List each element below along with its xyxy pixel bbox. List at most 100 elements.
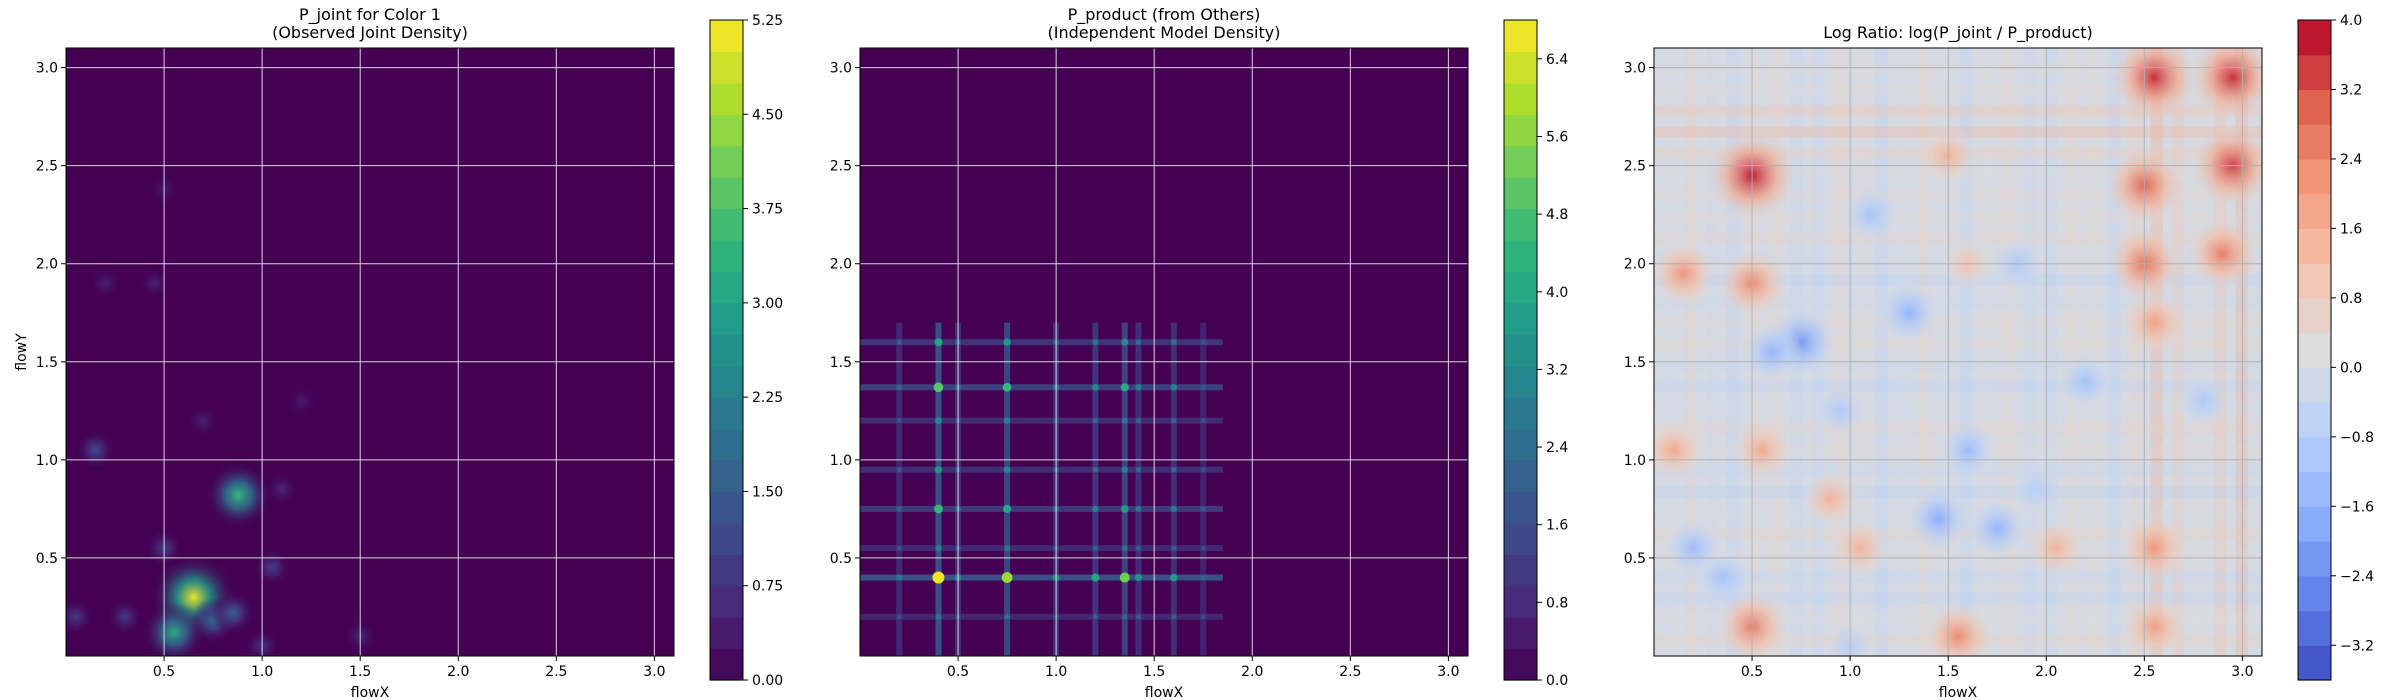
x-tick-label: 1.0 (1839, 664, 1861, 680)
density-peak (1134, 573, 1143, 582)
colorbar-level (710, 554, 743, 587)
colorbar-tick-label: 0.0 (1546, 673, 1568, 689)
colorbar-level (710, 240, 743, 273)
y-tick-label: 2.0 (36, 257, 58, 273)
y-tick-label: 0.5 (1624, 551, 1646, 567)
colorbar-tick-label: 4.50 (752, 107, 783, 123)
colorbar-level (2298, 332, 2331, 368)
density-peak (932, 571, 945, 584)
density-blob (139, 268, 170, 299)
colorbar-level (1504, 82, 1537, 115)
colorbar-level (1504, 648, 1537, 681)
x-tick-label: 0.5 (1741, 664, 1763, 680)
ratio-hotspot (1813, 383, 1868, 438)
density-peak (896, 418, 902, 423)
density-peak (935, 417, 942, 425)
density-peak (1201, 614, 1206, 619)
x-tick-label: 3.0 (643, 664, 665, 680)
chart-title: P_joint for Color 1 (299, 5, 441, 25)
colorbar-level (2298, 575, 2331, 612)
density-peak (1135, 418, 1142, 424)
colorbar-level (1504, 51, 1537, 84)
ratio-hotspot (2118, 512, 2190, 584)
density-peak (1170, 384, 1178, 391)
density-peak (1170, 339, 1177, 346)
colorbar-level (2298, 471, 2331, 507)
y-tick-label: 1.0 (830, 453, 852, 469)
density-blob (286, 386, 316, 416)
y-axis-label: flowY (14, 333, 30, 371)
ratio-hotspot (2176, 374, 2231, 429)
density-blob (66, 599, 94, 635)
x-tick-label: 2.5 (1339, 664, 1361, 680)
density-peak (1135, 505, 1142, 512)
colorbar-tick-label: 1.6 (1546, 518, 1568, 534)
colorbar-level (1504, 554, 1537, 587)
colorbar-level (710, 428, 743, 461)
density-blob (266, 473, 298, 505)
density-peak (1121, 466, 1128, 473)
colorbar-tick-label: 1.6 (2340, 221, 2362, 237)
density-blob (253, 549, 290, 586)
colorbar-level (2298, 645, 2331, 681)
heatmap-area (66, 48, 674, 656)
ratio-hotspot (1799, 467, 1862, 531)
density-peak (1003, 417, 1011, 424)
colorbar-level (1504, 365, 1537, 398)
chart-subtitle: (Independent Model Density) (1048, 23, 1281, 42)
density-band-vertical (1135, 322, 1142, 656)
y-tick-label: 1.0 (1624, 453, 1646, 469)
chart-title: P_product (from Others) (1068, 5, 1261, 25)
density-band-vertical (896, 322, 903, 656)
axes: 0.5 1.0 1.5 2.0 2.5 3.0 0.5 1.0 1.5 2.0 2.5 3.0 (1624, 61, 2254, 680)
density-peak (1003, 504, 1012, 513)
colorbar-tick-label: 0.75 (752, 579, 783, 595)
colorbar-level (1504, 302, 1537, 335)
colorbar-level (1504, 240, 1537, 273)
density-peak (1200, 384, 1206, 390)
density-peak (1004, 613, 1010, 620)
density-peak (1122, 614, 1128, 620)
colorbar-tick-label: 0.8 (1546, 595, 1568, 611)
colorbar-tick-label: 4.0 (2340, 13, 2362, 29)
ratio-hotspot (1938, 420, 1998, 480)
colorbar-tick-label: −1.6 (2340, 499, 2374, 515)
density-blob (90, 268, 121, 299)
density-band-vertical (1200, 322, 1207, 656)
colorbar-level (2298, 228, 2331, 264)
x-tick-label: 3.0 (2231, 664, 2253, 680)
y-tick-label: 2.5 (1624, 159, 1646, 175)
colorbar-tick-label: 2.4 (2340, 152, 2362, 168)
ratio-stripe-horizontal (1654, 549, 2262, 562)
panel-joint-density: 0.5 1.0 1.5 2.0 2.5 3.0 0.5 1.0 1.5 2.0 2.5 3.0 P_j… (14, 5, 783, 700)
density-peak (1171, 418, 1177, 424)
x-axis-label: flowX (1145, 685, 1184, 700)
density-peak (1003, 466, 1011, 474)
x-tick-label: 2.5 (545, 664, 567, 680)
colorbar-level (710, 334, 743, 367)
density-peak (1200, 467, 1206, 472)
density-blob (188, 405, 219, 436)
colorbar-level (710, 491, 743, 524)
colorbar-tick-label: 2.25 (752, 390, 783, 406)
y-tick-label: 1.5 (1624, 355, 1646, 371)
ratio-hotspot (1966, 497, 2029, 560)
colorbar-level (1504, 585, 1537, 618)
grid (66, 48, 674, 656)
colorbar-tick-label: 0.00 (752, 673, 783, 689)
chart-title: Log Ratio: log(P_joint / P_product) (1823, 23, 2093, 43)
heatmap-background (860, 48, 1468, 656)
ratio-hotspot (2120, 592, 2189, 656)
ratio-hotspot (2187, 48, 2262, 123)
ratio-stripe-horizontal (1654, 591, 2262, 604)
colorbar-level (1504, 177, 1537, 210)
colorbar-level (2298, 436, 2331, 473)
colorbar-level (1504, 617, 1537, 650)
ratio-stripe-vertical (2087, 48, 2100, 656)
colorbar-tick-label: 1.50 (752, 484, 783, 500)
density-peak (1004, 545, 1011, 552)
x-tick-label: 2.0 (1241, 664, 1263, 680)
density-peak (1092, 614, 1098, 620)
ratio-stripe-horizontal (1654, 401, 2262, 414)
colorbar-tick-label: 2.4 (1546, 440, 1568, 456)
